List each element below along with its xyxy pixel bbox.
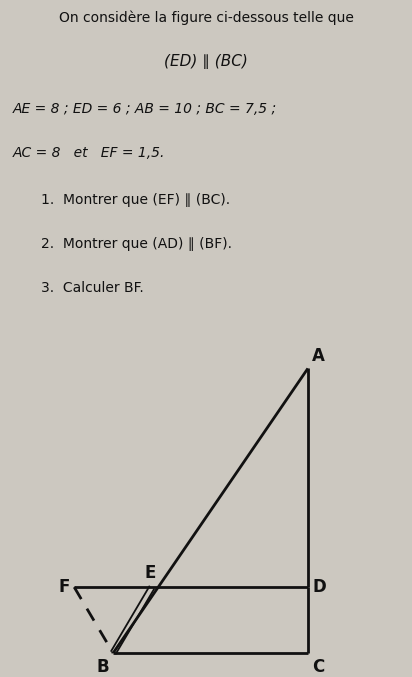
Text: 2.  Montrer que (AD) ∥ (BF).: 2. Montrer que (AD) ∥ (BF).: [41, 237, 232, 251]
Text: D: D: [312, 578, 326, 596]
Text: 1.  Montrer que (EF) ∥ (BC).: 1. Montrer que (EF) ∥ (BC).: [41, 193, 230, 207]
Text: F: F: [59, 578, 70, 596]
Text: AC = 8   et   EF = 1,5.: AC = 8 et EF = 1,5.: [12, 146, 165, 160]
Text: E: E: [145, 564, 156, 582]
Text: 3.  Calculer BF.: 3. Calculer BF.: [41, 281, 144, 295]
Text: A: A: [312, 347, 325, 366]
Text: C: C: [312, 657, 325, 676]
Text: (ED) ∥ (BC): (ED) ∥ (BC): [164, 54, 248, 69]
Text: B: B: [96, 657, 109, 676]
Text: AE = 8 ; ED = 6 ; AB = 10 ; BC = 7,5 ;: AE = 8 ; ED = 6 ; AB = 10 ; BC = 7,5 ;: [12, 102, 276, 116]
Text: On considère la figure ci-dessous telle que: On considère la figure ci-dessous telle …: [59, 10, 353, 24]
